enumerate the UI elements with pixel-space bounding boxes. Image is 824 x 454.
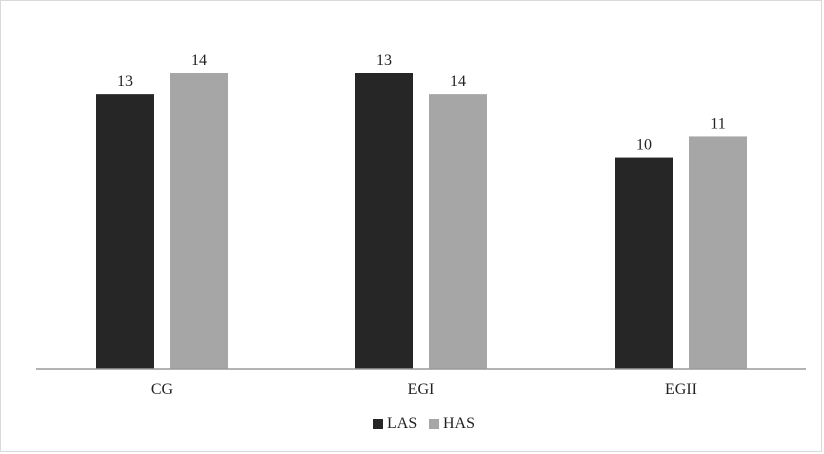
legend: LAS HAS <box>373 415 475 432</box>
legend-swatch-las <box>373 419 383 429</box>
x-tick-labels-group: CG EGI EGII <box>151 381 697 398</box>
x-tick-label-egii: EGII <box>665 381 697 398</box>
bar-has-cg <box>170 73 228 369</box>
bar-has-egii <box>689 136 747 369</box>
bar-las-egii <box>615 157 673 369</box>
bars-group <box>96 73 747 370</box>
bar-las-egi <box>355 73 413 369</box>
data-label-has-cg: 14 <box>191 52 207 69</box>
data-labels-group: 13 14 13 14 10 11 <box>117 52 726 154</box>
x-tick-label-egi: EGI <box>408 381 435 398</box>
data-label-las-egii: 10 <box>636 137 652 154</box>
data-label-las-cg: 13 <box>117 73 133 90</box>
bar-las-cg <box>96 94 154 370</box>
data-label-has-egi: 14 <box>450 73 466 90</box>
data-label-has-egii: 11 <box>710 115 725 132</box>
legend-swatch-has <box>429 419 439 429</box>
legend-label-has: HAS <box>443 415 475 432</box>
bar-has-egi <box>429 94 487 370</box>
legend-label-las: LAS <box>387 415 417 432</box>
x-tick-label-cg: CG <box>151 381 174 398</box>
data-label-las-egi: 13 <box>376 52 392 69</box>
